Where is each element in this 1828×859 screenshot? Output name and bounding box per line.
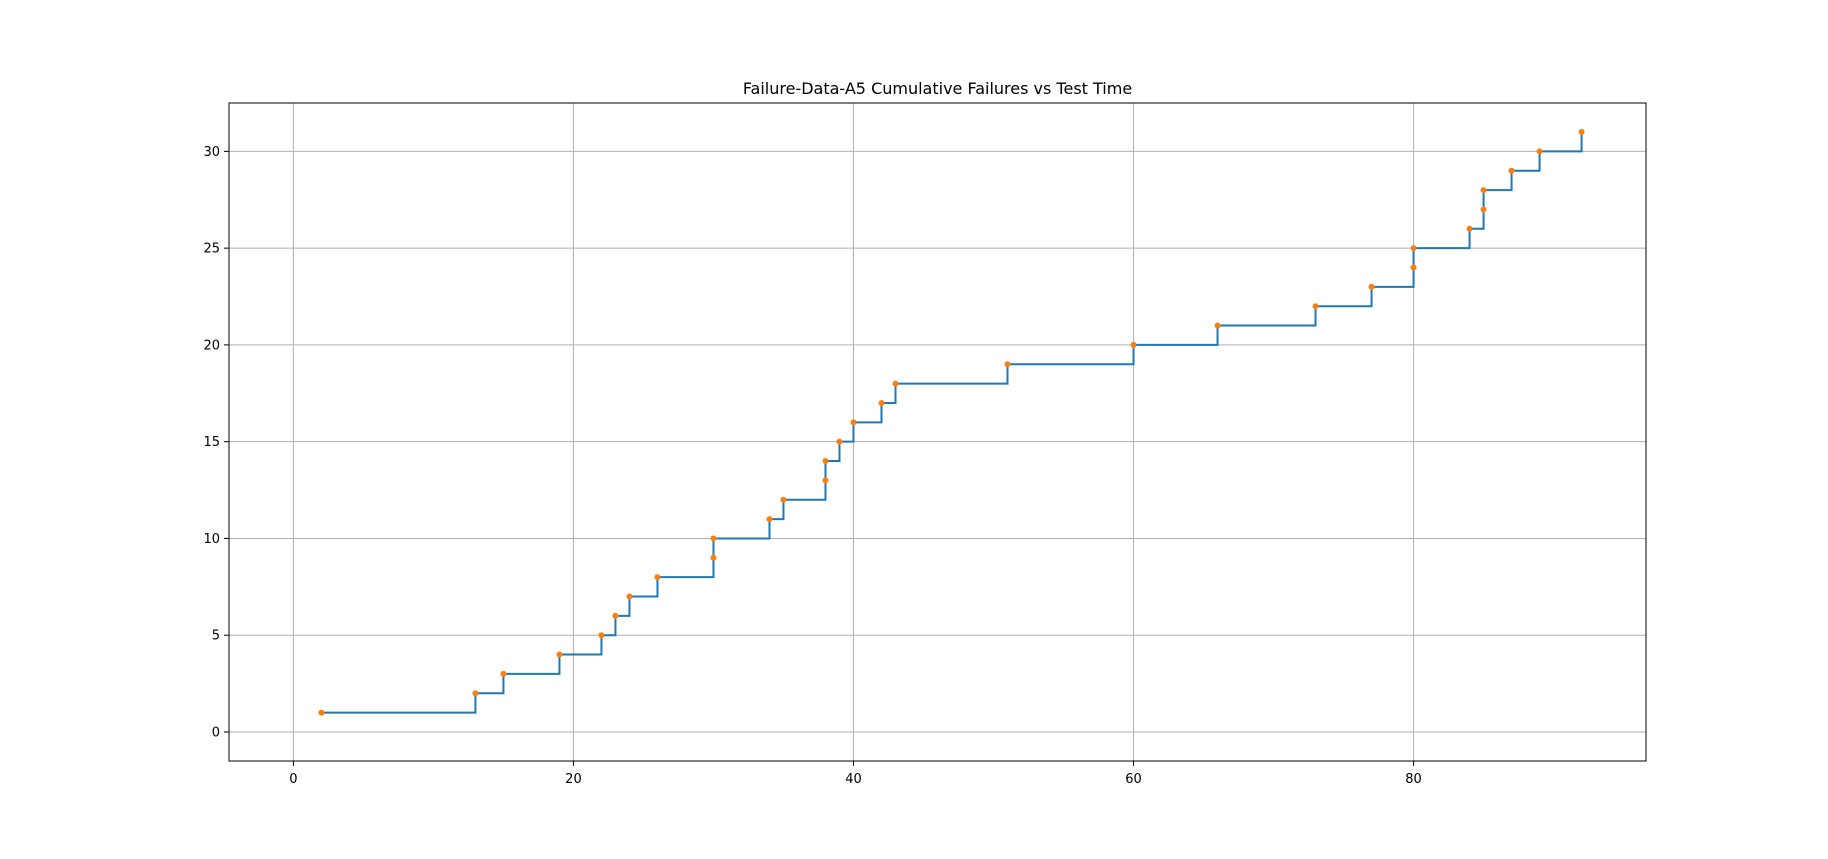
data-point-marker [1466, 225, 1473, 232]
data-point-marker [850, 419, 857, 426]
data-point-marker [836, 438, 843, 445]
grid-lines [229, 103, 1646, 761]
data-point-marker [1480, 187, 1487, 194]
data-point-marker [1410, 264, 1417, 271]
data-point-marker [1508, 167, 1515, 174]
data-point-marker [1410, 245, 1417, 252]
x-tick-label: 40 [845, 772, 862, 787]
data-point-marker [1368, 283, 1375, 290]
data-point-marker [766, 516, 773, 523]
y-tick-label: 0 [212, 725, 220, 740]
data-point-marker [892, 380, 899, 387]
plot-series [318, 129, 1585, 716]
data-point-marker [878, 399, 885, 406]
data-point-marker [612, 612, 619, 619]
data-point-marker [1480, 206, 1487, 213]
data-point-marker [710, 535, 717, 542]
data-point-marker [710, 554, 717, 561]
y-tick-label: 5 [212, 629, 220, 644]
x-tick-label: 80 [1405, 772, 1422, 787]
data-point-marker [654, 574, 661, 581]
data-point-marker [1130, 341, 1137, 348]
plot-frame [228, 102, 1647, 762]
y-tick-label: 20 [203, 338, 220, 353]
data-point-marker [1578, 129, 1585, 136]
x-tick-label: 60 [1125, 772, 1142, 787]
y-tick-label: 15 [203, 435, 220, 450]
data-point-marker [626, 593, 633, 600]
x-tick-label: 0 [289, 772, 297, 787]
data-point-marker [556, 651, 563, 658]
y-tick-label: 10 [203, 532, 220, 547]
data-point-marker [780, 496, 787, 503]
data-point-marker [822, 477, 829, 484]
data-point-marker [822, 458, 829, 465]
data-point-marker [318, 709, 325, 716]
axis-ticks: 0 20 40 60 80 0 5 10 15 20 25 30 [203, 145, 1421, 787]
data-point-marker [1004, 361, 1011, 368]
data-point-marker [472, 690, 479, 697]
data-point-marker [500, 670, 507, 677]
y-tick-label: 25 [203, 242, 220, 257]
data-point-marker [1214, 322, 1221, 329]
y-tick-label: 30 [203, 145, 220, 160]
data-point-marker [598, 632, 605, 639]
data-point-marker [1312, 303, 1319, 310]
chart-title: Failure-Data-A5 Cumulative Failures vs T… [743, 79, 1132, 98]
data-point-marker [1536, 148, 1543, 155]
x-tick-label: 20 [565, 772, 582, 787]
